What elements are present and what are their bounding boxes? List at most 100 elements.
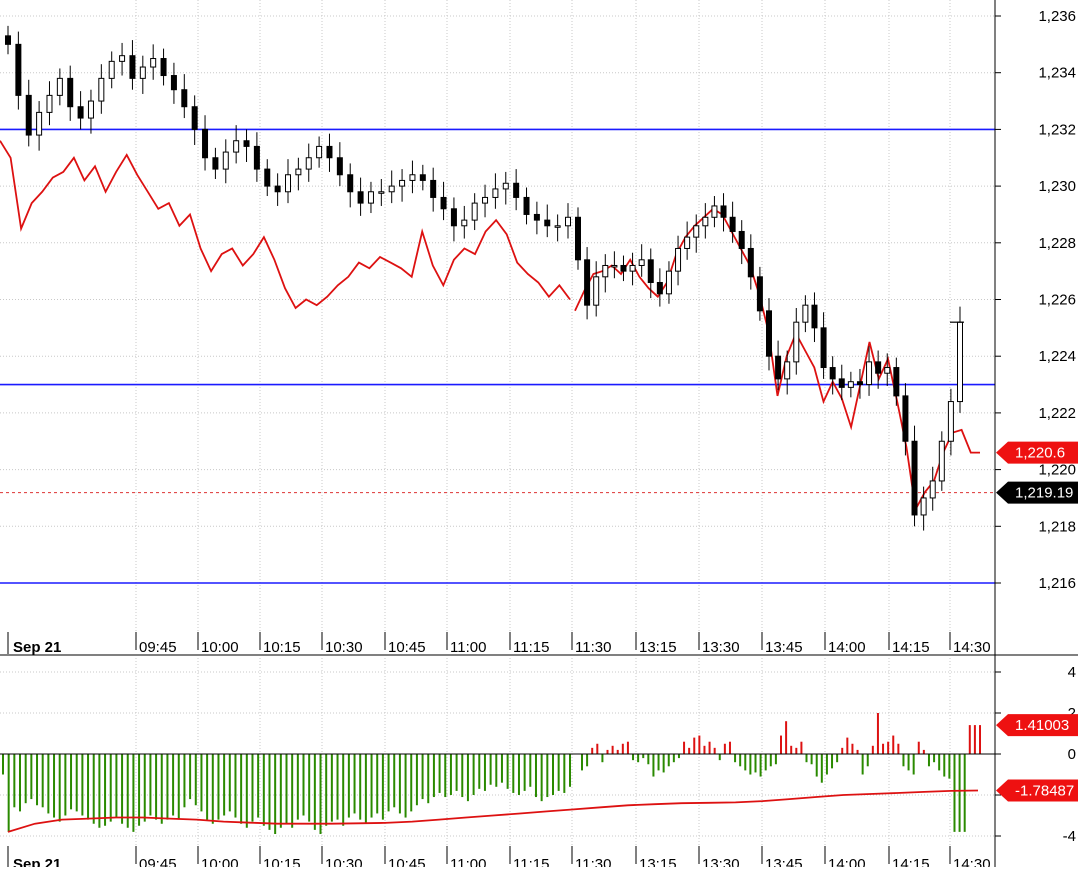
candle — [461, 205, 468, 239]
price-tick-label: 1,232 — [1038, 121, 1076, 138]
candle-body — [181, 89, 188, 108]
candle — [920, 486, 927, 531]
candle-body — [305, 157, 312, 170]
candle-body — [947, 401, 954, 442]
candle — [492, 173, 499, 209]
time-tick-label: 13:15 — [639, 856, 677, 867]
candle — [98, 64, 105, 114]
candle — [378, 179, 385, 206]
signal-value-flag-text: -1.78487 — [1015, 782, 1074, 799]
candle-body — [684, 236, 691, 249]
candle — [523, 187, 530, 225]
candle-body — [523, 196, 530, 215]
last-price-flag-box — [996, 481, 1078, 504]
candle — [820, 312, 827, 379]
time-tick-label: 14:00 — [828, 639, 866, 656]
candle — [929, 466, 936, 511]
candle — [893, 357, 900, 406]
candle-body — [747, 247, 754, 278]
bar-value-flag-box — [996, 714, 1078, 737]
candle — [747, 234, 754, 290]
candle — [793, 308, 800, 375]
candle-body — [482, 196, 489, 204]
candle-body — [160, 58, 167, 77]
candle-body — [784, 361, 791, 380]
time-tick-label: 10:15 — [263, 639, 301, 656]
candle-body — [866, 361, 873, 386]
candle-body — [766, 310, 772, 357]
time-tick-label: 11:00 — [450, 639, 486, 656]
candle — [620, 255, 627, 282]
candle — [119, 42, 126, 76]
candle-body — [471, 202, 478, 221]
candle-body — [98, 77, 105, 102]
candle — [584, 247, 591, 320]
red-value-flag-text: 1,220.6 — [1015, 445, 1065, 462]
candle — [729, 201, 736, 243]
price-tick-label: 1,224 — [1038, 348, 1076, 365]
candle — [388, 170, 395, 204]
candle — [67, 65, 74, 121]
candle-body — [938, 440, 945, 482]
time-tick-label: 14:30 — [953, 856, 991, 867]
candle — [738, 220, 745, 265]
candle — [160, 48, 167, 86]
candle — [544, 204, 551, 238]
candle — [911, 425, 918, 527]
candle — [693, 214, 700, 253]
candle — [212, 147, 219, 180]
candle-body — [440, 196, 447, 210]
candle — [409, 160, 416, 194]
candle — [316, 136, 323, 168]
candle — [684, 221, 691, 260]
candle — [129, 40, 136, 90]
time-tick-label: 10:45 — [388, 856, 426, 867]
candle-body — [139, 66, 146, 79]
candle-body — [502, 182, 509, 190]
candle — [181, 74, 188, 119]
signal-value-flag: -1.78487 — [996, 779, 1078, 802]
candle — [711, 196, 718, 228]
candle — [665, 261, 672, 304]
time-tick-label: 11:00 — [450, 856, 486, 867]
grid-lines — [0, 0, 995, 846]
candle — [938, 431, 945, 491]
candle — [357, 177, 364, 216]
candle — [419, 164, 426, 191]
candle-body — [593, 276, 600, 306]
time-tick-label: 10:00 — [201, 856, 239, 867]
candle-body — [388, 185, 395, 193]
candle-body — [665, 270, 672, 295]
candle-body — [430, 179, 437, 198]
candle-body — [711, 205, 718, 218]
time-tick-label: 13:15 — [639, 639, 677, 656]
time-tick-label: 13:45 — [765, 856, 803, 867]
time-tick-label: 09:45 — [139, 639, 177, 656]
candle-body — [920, 497, 927, 516]
candle-body — [191, 106, 198, 130]
candle — [602, 254, 609, 293]
candle-body — [212, 157, 219, 170]
osc-tick-label: -4 — [1063, 828, 1076, 845]
candle — [326, 133, 333, 172]
candle — [902, 383, 909, 456]
price-tick-label: 1,218 — [1038, 518, 1076, 535]
candle-body — [702, 216, 709, 227]
candle — [305, 143, 312, 182]
candle-body — [129, 55, 136, 79]
candle — [647, 248, 654, 299]
candle — [875, 350, 882, 389]
candle — [513, 169, 520, 211]
candle — [139, 55, 146, 94]
candle-body — [533, 213, 540, 221]
candle-body — [108, 60, 115, 79]
candle — [25, 79, 32, 147]
candle-body — [5, 35, 11, 45]
candle — [295, 157, 302, 191]
time-tick-label: 10:00 — [201, 639, 239, 656]
candle-body — [602, 264, 609, 278]
candle — [450, 197, 457, 242]
candle-body — [656, 281, 663, 295]
candle-body — [67, 77, 74, 108]
